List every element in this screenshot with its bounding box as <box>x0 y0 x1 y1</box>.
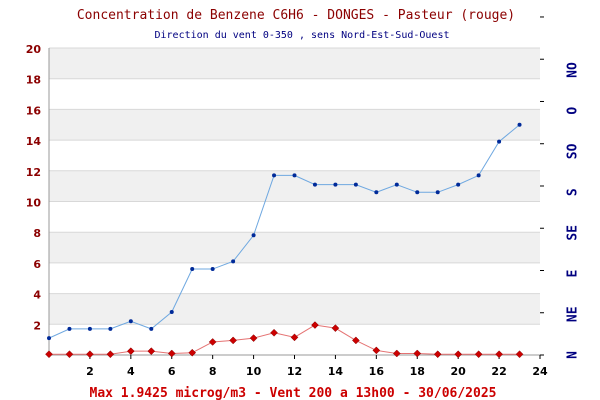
benzene-point <box>208 338 217 346</box>
benzene-point <box>147 347 156 356</box>
benzene-point <box>229 336 237 345</box>
x-tick-label: 18 <box>410 365 425 378</box>
wind-point <box>87 326 92 331</box>
benzene-point <box>188 348 197 357</box>
wind-point <box>169 310 174 315</box>
wind-point <box>149 326 154 331</box>
x-tick-label: 16 <box>369 365 385 378</box>
wind-axis-label: E <box>566 270 581 278</box>
wind_direction-line <box>48 124 520 339</box>
benzene-point <box>372 346 381 355</box>
wind-axis-label: SO <box>566 143 581 159</box>
background-bands <box>49 48 540 325</box>
benzene-point <box>413 349 422 358</box>
benzene-point <box>474 350 483 359</box>
wind-axis-label: SE <box>566 225 581 241</box>
x-tick-label: 24 <box>532 365 548 378</box>
benzene-point <box>392 349 401 358</box>
benzene-point <box>311 321 319 329</box>
benzene-point <box>331 324 340 332</box>
series-layer <box>45 122 524 359</box>
wind-point <box>292 173 297 178</box>
wind-point <box>312 182 317 187</box>
y-tick-label: 16 <box>26 104 42 117</box>
benzene-point <box>495 350 503 359</box>
wind-axis-tick-labels: N NE E SE S SO O NO <box>566 62 581 359</box>
benzene-point <box>454 350 463 359</box>
x-tick-label: 8 <box>209 365 217 378</box>
y-tick-label: 18 <box>26 74 41 87</box>
grid-lines <box>49 47 540 325</box>
chart-subtitle: Direction du vent 0-350 , sens Nord-Est-… <box>154 30 449 41</box>
benzene-point <box>126 347 135 356</box>
benzene-point <box>45 350 53 359</box>
x-tick-label: 20 <box>451 365 467 378</box>
y-tick-label: 4 <box>33 289 41 302</box>
x-tick-label: 14 <box>328 365 344 378</box>
benzene-point <box>515 350 524 359</box>
wind-point <box>476 173 481 178</box>
wind-point <box>47 336 51 341</box>
wind-point <box>435 190 440 195</box>
chart-footer: Max 1.9425 microg/m3 - Vent 200 a 13h00 … <box>90 386 497 400</box>
benzene-point <box>433 350 442 359</box>
y-tick-label: 6 <box>33 258 41 271</box>
y-tick-label: 20 <box>26 43 42 56</box>
wind-axis-label: NE <box>566 306 581 322</box>
benzene-point <box>65 350 74 359</box>
x-tick-label: 4 <box>127 365 135 378</box>
x-tick-label: 10 <box>246 365 262 378</box>
wind-point <box>517 122 522 127</box>
benzene-point <box>249 334 258 342</box>
wind-axis-label: NO <box>566 62 581 78</box>
benzene-point <box>270 328 278 337</box>
wind-point <box>67 326 72 331</box>
wind-point <box>251 233 256 238</box>
benzene-point <box>86 350 94 359</box>
wind-point <box>128 319 133 324</box>
wind-point <box>353 182 358 187</box>
y-tick-label: 8 <box>33 227 41 240</box>
x-axis-tick-labels: 2 4 6 8 10 12 14 16 18 20 22 24 <box>86 355 548 378</box>
background-band <box>49 293 540 325</box>
benzene-point <box>167 349 176 358</box>
x-tick-label: 22 <box>491 365 506 378</box>
x-tick-label: 2 <box>86 365 94 378</box>
background-band <box>49 48 540 79</box>
benzene_concentration-line <box>49 324 520 355</box>
background-band <box>49 109 540 141</box>
wind-point <box>456 182 461 187</box>
wind-axis-label: N <box>566 351 581 359</box>
benzene-point <box>290 333 299 342</box>
benzene-point <box>106 350 115 359</box>
wind-point <box>190 267 195 272</box>
wind-point <box>272 173 277 178</box>
x-tick-label: 6 <box>168 365 176 378</box>
background-band <box>49 232 540 263</box>
wind-point <box>333 182 338 187</box>
benzene-point <box>352 336 360 345</box>
y-tick-label: 2 <box>33 319 41 332</box>
wind-point <box>497 139 502 144</box>
y-axis-tick-labels: 2 4 6 8 10 12 14 16 18 20 <box>26 43 42 332</box>
y-tick-label: 12 <box>26 166 41 179</box>
y-tick-label: 14 <box>26 135 42 148</box>
wind-point <box>231 259 236 264</box>
wind-point <box>210 267 215 272</box>
chart-title: Concentration de Benzene C6H6 - DONGES -… <box>77 8 515 23</box>
wind-axis-label: O <box>566 107 581 115</box>
wind-point <box>108 326 113 331</box>
wind-point <box>415 190 420 195</box>
wind-axis-label: S <box>566 188 581 196</box>
x-tick-label: 12 <box>287 365 302 378</box>
y-tick-label: 10 <box>26 197 42 210</box>
wind-point <box>394 182 399 187</box>
wind-point <box>374 190 379 195</box>
